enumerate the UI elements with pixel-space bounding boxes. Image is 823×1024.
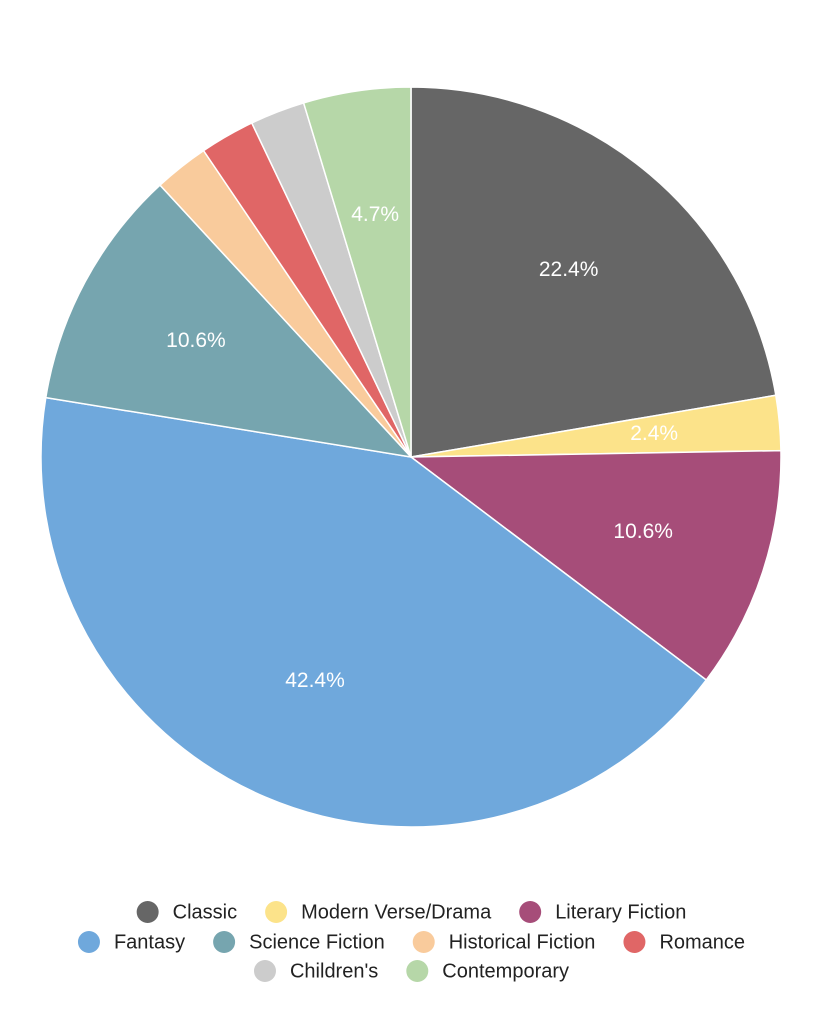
legend-label: Romance bbox=[659, 931, 745, 953]
pie-slice-science-fiction bbox=[44, 184, 414, 459]
pie-slice-labels: 22.4% 2.4% 10.6% 42.4% 10.6% 4.7% bbox=[166, 203, 678, 692]
pie-slice-literary-fiction bbox=[408, 449, 782, 682]
legend-label: Modern Verse/Drama bbox=[301, 901, 492, 923]
legend-swatch bbox=[253, 960, 276, 982]
pie-slice-contemporary bbox=[302, 86, 412, 458]
legend-item-romance: Romance bbox=[623, 931, 745, 953]
legend-label: Literary Fiction bbox=[555, 901, 686, 923]
legend-label: Children's bbox=[290, 960, 378, 982]
slice-label-contemporary: 4.7% bbox=[351, 203, 399, 226]
legend-label: Science Fiction bbox=[249, 931, 385, 953]
legend-item-science-fiction: Science Fiction bbox=[213, 931, 385, 953]
legend-item-classic: Classic bbox=[136, 901, 237, 923]
legend-item-children-s: Children's bbox=[253, 960, 378, 982]
legend-swatch bbox=[519, 901, 542, 923]
slice-label-fantasy: 42.4% bbox=[285, 669, 345, 692]
legend-item-literary-fiction: Literary Fiction bbox=[519, 901, 686, 923]
legend-label: Contemporary bbox=[442, 960, 569, 982]
pie-slices bbox=[40, 86, 782, 828]
legend-swatch bbox=[136, 901, 159, 923]
legend-item-contemporary: Contemporary bbox=[406, 960, 569, 982]
slice-label-science-fiction: 10.6% bbox=[166, 329, 226, 352]
slice-label-modern-verse-drama: 2.4% bbox=[630, 422, 678, 445]
legend-swatch bbox=[623, 931, 646, 953]
legend: Classic Modern Verse/Drama Literary Fictio… bbox=[77, 901, 745, 982]
legend-item-historical-fiction: Historical Fiction bbox=[412, 931, 596, 953]
legend-item-modern-verse-drama: Modern Verse/Drama bbox=[265, 901, 492, 923]
legend-swatch bbox=[412, 931, 435, 953]
legend-swatch bbox=[213, 931, 236, 953]
pie-slice-classic bbox=[410, 86, 777, 458]
legend-label: Historical Fiction bbox=[449, 931, 596, 953]
slice-label-literary-fiction: 10.6% bbox=[613, 520, 673, 543]
legend-swatch bbox=[77, 931, 100, 953]
legend-swatch bbox=[406, 960, 429, 982]
legend-label: Classic bbox=[173, 901, 237, 923]
legend-label: Fantasy bbox=[114, 931, 185, 953]
slice-label-classic: 22.4% bbox=[539, 258, 599, 281]
pie-slice-fantasy bbox=[40, 396, 708, 828]
legend-item-fantasy: Fantasy bbox=[77, 931, 185, 953]
legend-swatch bbox=[265, 901, 288, 923]
